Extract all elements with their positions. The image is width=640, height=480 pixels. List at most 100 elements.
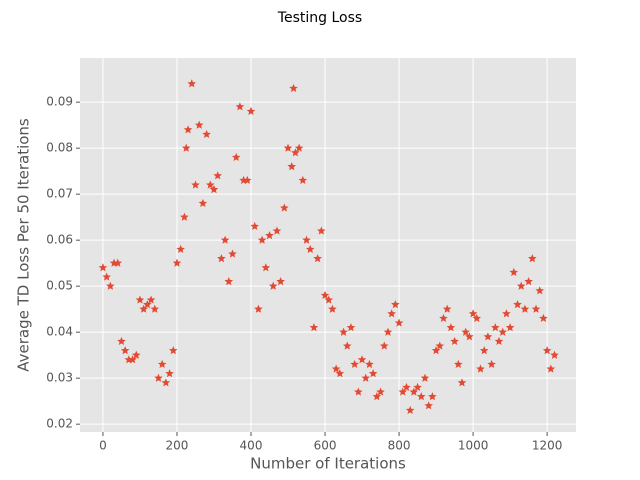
point [161,378,171,387]
point [516,281,526,290]
point [498,327,507,336]
point [217,254,226,263]
point [131,350,141,359]
point [461,327,470,336]
point [265,231,274,240]
point [368,369,378,378]
point [409,387,419,396]
point [391,300,400,309]
point [320,290,330,300]
point [209,185,219,194]
point [128,355,137,364]
point [313,254,322,263]
point [339,327,348,336]
point [354,387,363,396]
point [328,304,337,313]
point [172,258,182,267]
point [550,350,559,359]
point [361,373,371,382]
point [191,180,200,189]
point [154,373,163,382]
point [505,323,515,332]
point [139,304,148,313]
point [542,346,552,355]
point [350,359,359,369]
point [224,277,234,286]
point [243,175,252,185]
y-tick-label: 0.02 [46,417,73,431]
point [150,304,160,313]
point [254,304,263,313]
point [491,323,500,332]
point [539,313,548,323]
point [387,309,396,318]
point [287,162,297,171]
point [346,323,356,332]
y-tick-label: 0.07 [46,187,73,201]
point [428,392,437,401]
point [535,286,545,295]
point [317,226,326,235]
point [183,125,193,134]
point [509,267,519,277]
point [180,212,189,221]
y-tick-label: 0.06 [46,233,73,247]
point [472,313,482,323]
x-tick-label: 600 [314,439,337,453]
point [483,332,493,341]
point [250,221,259,231]
point [102,272,111,281]
x-tick-label: 200 [166,439,189,453]
y-tick-label: 0.08 [46,141,73,155]
point [424,401,433,410]
point [291,148,300,157]
point [383,327,393,336]
point [394,318,404,327]
point [202,129,211,138]
point [439,313,448,323]
point [157,359,167,369]
point [302,235,311,244]
point [446,323,456,332]
point [198,198,208,208]
y-tick-label: 0.03 [46,371,73,385]
x-axis-label: Number of Iterations [250,455,406,473]
point [435,341,445,350]
y-axis-label: Average TD Loss Per 50 Iterations [15,118,33,372]
point [176,244,185,254]
point [298,175,308,185]
y-tick-label: 0.09 [46,95,73,109]
point [135,295,145,304]
point [398,387,408,396]
point [487,359,496,369]
point [476,364,485,373]
point [283,143,293,152]
point [468,309,478,318]
point [376,387,385,396]
point [206,180,215,189]
point [146,295,156,304]
point [305,244,315,254]
y-tick-label: 0.05 [46,279,73,293]
point [402,382,411,392]
point [454,359,463,369]
point [457,378,467,387]
point [113,258,123,267]
point [268,281,278,290]
point [342,341,352,350]
point [289,83,298,92]
point [117,336,126,346]
point [442,304,452,313]
point [405,405,415,415]
point [524,277,533,286]
point [261,263,271,272]
point [213,171,222,180]
y-tick-label: 0.04 [46,325,73,339]
point [335,369,345,378]
point [235,102,245,111]
point [120,346,130,355]
point [272,226,282,235]
point [494,336,504,346]
point [143,300,152,309]
